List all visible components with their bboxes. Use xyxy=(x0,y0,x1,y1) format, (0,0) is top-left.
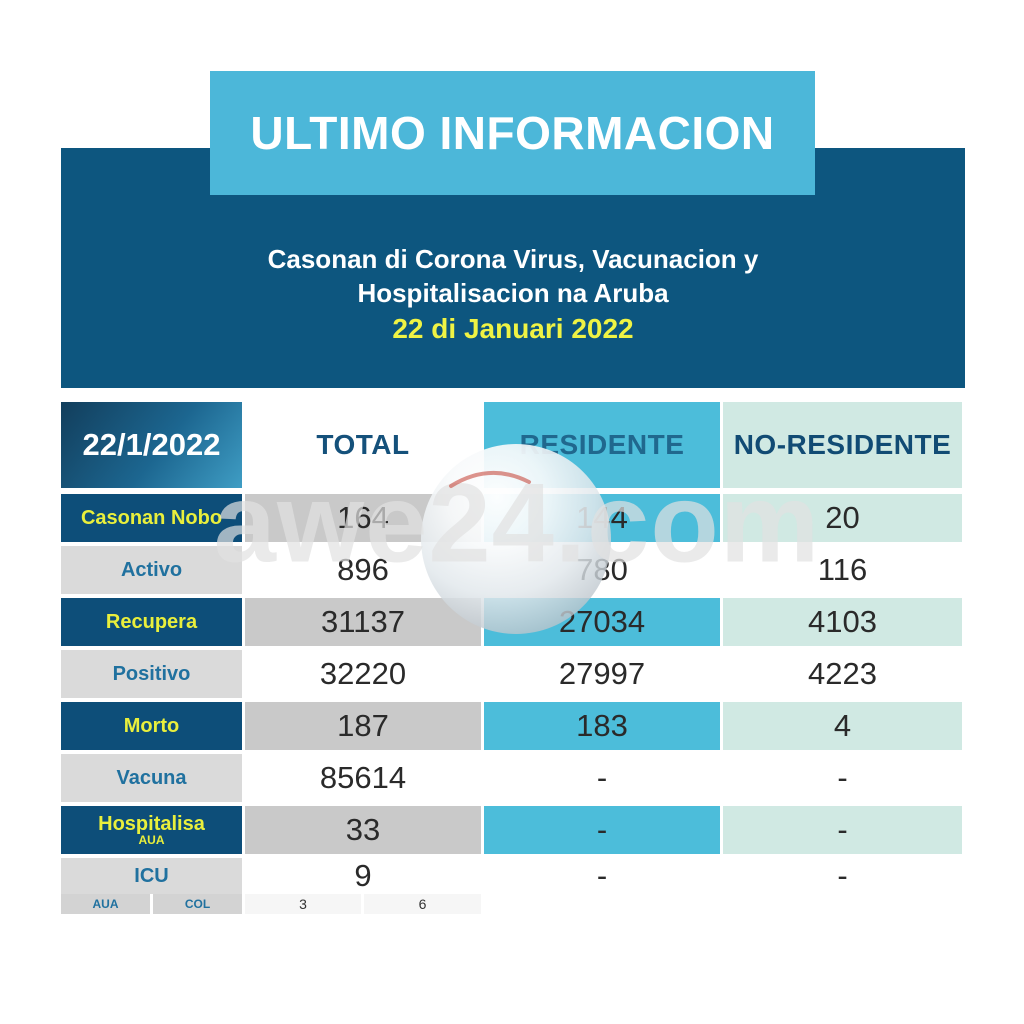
residente-value: 144 xyxy=(484,494,720,542)
icu-breakdown-value-col: 6 xyxy=(364,894,481,914)
table-row-vacuna: Vacuna 85614 - - xyxy=(61,754,963,802)
title-banner: ULTIMO INFORMACION xyxy=(210,71,815,195)
residente-value: - xyxy=(484,754,720,802)
table-row-icu: ICU 9 - - xyxy=(61,858,963,894)
table-row-morto: Morto 187 183 4 xyxy=(61,702,963,750)
no-residente-value: 4103 xyxy=(723,598,962,646)
row-label: Recupera xyxy=(61,598,242,646)
intro-text-block: Casonan di Corona Virus, Vacunacion y Ho… xyxy=(61,242,965,348)
no-residente-value: - xyxy=(723,806,962,854)
covid-stats-table: 22/1/2022 TOTAL RESIDENTE NO-RESIDENTE C… xyxy=(61,402,963,914)
row-label: Vacuna xyxy=(61,754,242,802)
subtitle-line-2: Hospitalisacion na Aruba xyxy=(357,278,669,308)
row-label-main: Hospitalisa xyxy=(98,812,205,835)
subtitle-line-1: Casonan di Corona Virus, Vacunacion y xyxy=(267,244,759,274)
residente-value: - xyxy=(484,858,720,894)
icu-breakdown-label-aua: AUA xyxy=(61,894,150,914)
total-value: 187 xyxy=(245,702,481,750)
total-value: 31137 xyxy=(245,598,481,646)
residente-value: - xyxy=(484,806,720,854)
table-row-activo: Activo 896 780 116 xyxy=(61,546,963,594)
table-header-row: 22/1/2022 TOTAL RESIDENTE NO-RESIDENTE xyxy=(61,402,963,488)
total-value: 164 xyxy=(245,494,481,542)
total-value: 33 xyxy=(245,806,481,854)
total-value: 85614 xyxy=(245,754,481,802)
header-total-cell: TOTAL xyxy=(245,402,481,488)
total-value: 896 xyxy=(245,546,481,594)
header-no-residente-cell: NO-RESIDENTE xyxy=(723,402,962,488)
icu-breakdown-value-aua: 3 xyxy=(245,894,361,914)
table-row-positivo: Positivo 32220 27997 4223 xyxy=(61,650,963,698)
row-label: Positivo xyxy=(61,650,242,698)
residente-value: 27997 xyxy=(484,650,720,698)
total-value: 32220 xyxy=(245,650,481,698)
no-residente-value: - xyxy=(723,858,962,894)
row-label: Casonan Nobo xyxy=(61,494,242,542)
residente-value: 780 xyxy=(484,546,720,594)
icu-breakdown-row: AUA COL 3 6 xyxy=(61,894,963,914)
header-date-cell: 22/1/2022 xyxy=(61,402,242,488)
row-label: ICU xyxy=(61,858,242,894)
header-residente-cell: RESIDENTE xyxy=(484,402,720,488)
row-label-sub: AUA xyxy=(138,832,165,847)
row-label: Activo xyxy=(61,546,242,594)
row-label: Hospitalisa AUA xyxy=(61,806,242,854)
icu-breakdown-label-col: COL xyxy=(153,894,242,914)
no-residente-value: 4223 xyxy=(723,650,962,698)
report-date: 22 di Januari 2022 xyxy=(392,313,634,344)
total-value: 9 xyxy=(245,858,481,894)
table-row-casonan-nobo: Casonan Nobo 164 144 20 xyxy=(61,494,963,542)
table-row-hospitalisa: Hospitalisa AUA 33 - - xyxy=(61,806,963,854)
row-label: Morto xyxy=(61,702,242,750)
no-residente-value: 4 xyxy=(723,702,962,750)
no-residente-value: - xyxy=(723,754,962,802)
no-residente-value: 116 xyxy=(723,546,962,594)
residente-value: 183 xyxy=(484,702,720,750)
residente-value: 27034 xyxy=(484,598,720,646)
no-residente-value: 20 xyxy=(723,494,962,542)
page-title: ULTIMO INFORMACION xyxy=(250,107,775,159)
table-row-recupera: Recupera 31137 27034 4103 xyxy=(61,598,963,646)
